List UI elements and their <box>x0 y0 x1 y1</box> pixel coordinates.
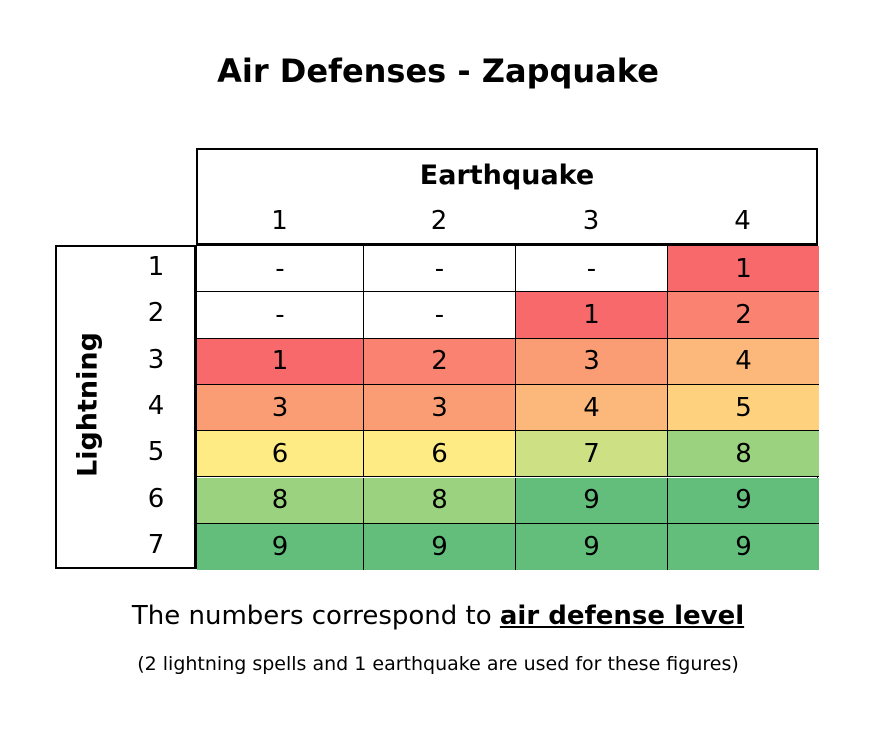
caption-emphasis: air defense level <box>499 601 745 631</box>
heatmap-cell: - <box>197 246 364 293</box>
lightning-tick-label: 5 <box>147 437 165 468</box>
heatmap-cell: 8 <box>668 431 819 478</box>
heatmap-cell: 9 <box>668 523 819 571</box>
lightning-axis-label: Lightning <box>72 332 104 477</box>
lightning-tick-label: 6 <box>147 483 165 514</box>
earthquake-tick-label: 1 <box>271 206 288 236</box>
heatmap-cell: - <box>364 246 516 293</box>
heatmap-cell: 5 <box>668 384 819 432</box>
earthquake-header: Earthquake <box>196 148 818 245</box>
chart-title: Air Defenses - Zapquake <box>217 52 659 90</box>
earthquake-tick-label: 2 <box>430 206 448 236</box>
heatmap-cell: 4 <box>516 384 668 432</box>
heatmap-cell: 9 <box>516 477 668 524</box>
heatmap-cell: 3 <box>197 384 364 432</box>
heatmap-cell: - <box>364 292 516 339</box>
heatmap-cell: 9 <box>516 523 668 571</box>
heatmap-cell: 6 <box>364 431 516 478</box>
heatmap-cell: 2 <box>668 292 819 339</box>
heatmap-cell: 9 <box>668 477 819 524</box>
heatmap-cell: 3 <box>516 338 668 385</box>
heatmap-cell: 1 <box>197 338 364 385</box>
caption-prefix: The numbers correspond to <box>131 601 500 631</box>
caption: The numbers correspond to air defense le… <box>0 601 876 631</box>
heatmap-cell: 1 <box>516 292 668 339</box>
heatmap-cell: 1 <box>668 246 819 293</box>
heatmap-cell: 4 <box>668 338 819 385</box>
lightning-tick-label: 2 <box>147 298 165 329</box>
heatmap-cell: 6 <box>197 431 364 478</box>
lightning-tick-label: 1 <box>147 252 165 282</box>
heatmap-cell: - <box>197 292 364 339</box>
heatmap-cell: 8 <box>197 477 364 524</box>
heatmap-cell: 2 <box>364 338 516 385</box>
earthquake-axis-label: Earthquake <box>419 160 595 191</box>
lightning-header <box>55 245 196 569</box>
earthquake-tick-label: 3 <box>582 206 600 236</box>
heatmap-cell: - <box>516 246 668 293</box>
heatmap-cell: 8 <box>364 477 516 524</box>
lightning-tick-label: 3 <box>147 344 165 375</box>
footnote: (2 lightning spells and 1 earthquake are… <box>137 653 739 675</box>
earthquake-tick-label: 4 <box>734 206 751 236</box>
lightning-tick-label: 4 <box>147 390 165 421</box>
heatmap-cell: 9 <box>197 523 364 571</box>
heatmap-cell: 3 <box>364 384 516 432</box>
lightning-tick-label: 7 <box>147 529 165 560</box>
heatmap-cell: 7 <box>516 431 668 478</box>
heatmap-cell: 9 <box>364 523 516 571</box>
